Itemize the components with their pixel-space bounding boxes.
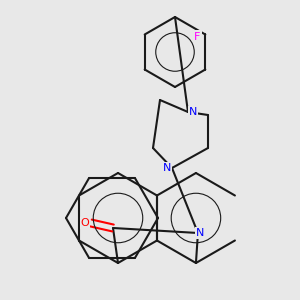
Text: N: N bbox=[189, 107, 197, 117]
Text: F: F bbox=[194, 32, 200, 41]
Text: O: O bbox=[81, 218, 89, 228]
Text: N: N bbox=[196, 228, 204, 238]
Text: N: N bbox=[163, 163, 171, 173]
